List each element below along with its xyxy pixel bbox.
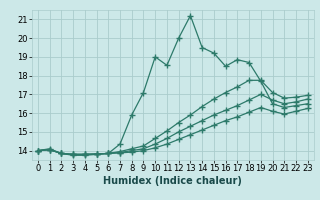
X-axis label: Humidex (Indice chaleur): Humidex (Indice chaleur) bbox=[103, 176, 242, 186]
